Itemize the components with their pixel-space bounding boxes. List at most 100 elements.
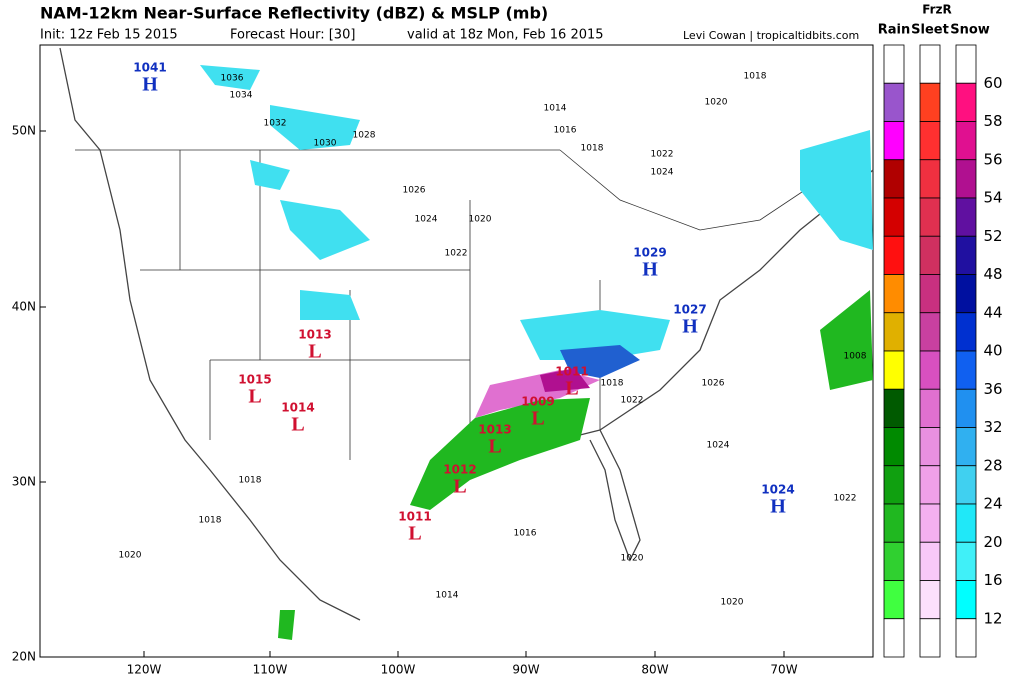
legend-swatch [883, 312, 905, 352]
legend-swatch [955, 274, 977, 314]
legend-level: 20 [983, 533, 1002, 551]
isobar-label: 1024 [651, 168, 674, 178]
legend-level: 48 [983, 265, 1002, 283]
legend-swatch [955, 350, 977, 390]
legend-swatch [883, 159, 905, 199]
pressure-value: 1015 [238, 373, 271, 387]
lon-label: 70W [770, 663, 797, 677]
legend-swatch [883, 44, 905, 84]
lon-label: 100W [381, 663, 416, 677]
legend-swatch [919, 44, 941, 84]
pressure-symbol: L [308, 341, 321, 363]
isobar-label: 1018 [239, 476, 262, 486]
isobar-label: 1024 [415, 215, 438, 225]
isobar-label: 1018 [744, 72, 767, 82]
isobar-label: 1024 [707, 441, 730, 451]
legend-swatch [919, 503, 941, 543]
pressure-symbol: L [453, 476, 466, 498]
isobar-label: 1022 [445, 249, 468, 259]
legend-swatch [955, 427, 977, 467]
legend-level: 52 [983, 227, 1002, 245]
isobar-label: 1018 [199, 516, 222, 526]
legend-swatch [919, 618, 941, 658]
legend-swatch [955, 82, 977, 122]
pressure-value: 1027 [673, 303, 706, 317]
map-frame [39, 44, 874, 658]
legend-swatch [919, 159, 941, 199]
isobar-label: 1020 [621, 554, 644, 564]
isobar-label: 1032 [264, 119, 287, 129]
lat-label: 40N [12, 300, 36, 314]
pressure-symbol: H [682, 316, 698, 338]
pressure-value: 1012 [443, 463, 476, 477]
legend-swatch [919, 121, 941, 161]
pressure-symbol: L [488, 436, 501, 458]
pressure-symbol: H [642, 259, 658, 281]
pressure-value: 1011 [555, 365, 588, 379]
legend-swatch [955, 541, 977, 581]
pressure-symbol: H [142, 74, 158, 96]
lat-label: 20N [12, 650, 36, 664]
lon-label: 110W [253, 663, 288, 677]
init: Init: 12z Feb 15 2015 [40, 28, 178, 43]
legend-swatch [955, 503, 977, 543]
legend-swatch [883, 541, 905, 581]
isobar-label: 1014 [436, 591, 459, 601]
isobar-label: 1016 [514, 529, 537, 539]
pressure-value: 1013 [298, 328, 331, 342]
pressure-value: 1029 [633, 246, 666, 260]
legend-swatch [955, 618, 977, 658]
legend-level: 56 [983, 150, 1002, 168]
pressure-value: 1041 [133, 61, 166, 75]
isobar-label: 1022 [834, 494, 857, 504]
legend-level: 28 [983, 456, 1002, 474]
legend-level: 24 [983, 495, 1002, 513]
isobar-label: 1014 [544, 104, 567, 114]
legend-swatch [955, 44, 977, 84]
isobar-label: 1026 [403, 186, 426, 196]
pressure-symbol: L [565, 378, 578, 400]
legend-swatch [883, 465, 905, 505]
lat-label: 50N [12, 124, 36, 138]
isobar-label: 1020 [469, 215, 492, 225]
title: NAM-12km Near-Surface Reflectivity (dBZ)… [40, 4, 548, 23]
legend-column: Snow [950, 23, 990, 38]
legend-swatch [883, 274, 905, 314]
legend-level: 54 [983, 189, 1002, 207]
legend-swatch [919, 465, 941, 505]
legend-swatch [955, 235, 977, 275]
isobar-label: 1018 [581, 144, 604, 154]
pressure-symbol: L [408, 523, 421, 545]
isobar-label: 1034 [230, 91, 253, 101]
legend-swatch [883, 580, 905, 620]
valid-time: valid at 18z Mon, Feb 16 2015 [407, 28, 604, 43]
legend-swatch [883, 350, 905, 390]
legend-swatch [919, 388, 941, 428]
legend-swatch [919, 197, 941, 237]
credit: Levi Cowan | tropicaltidbits.com [683, 29, 859, 42]
legend-swatch [955, 388, 977, 428]
lon-label: 90W [512, 663, 539, 677]
legend-level: 40 [983, 342, 1002, 360]
legend-level: 36 [983, 380, 1002, 398]
isobar-label: 1022 [651, 150, 674, 160]
legend-swatch [883, 503, 905, 543]
legend-swatch [883, 388, 905, 428]
pressure-symbol: L [531, 408, 544, 430]
isobar-label: 1036 [221, 74, 244, 84]
legend-swatch [955, 312, 977, 352]
lon-label: 120W [127, 663, 162, 677]
legend-swatch [919, 580, 941, 620]
legend-level: 16 [983, 571, 1002, 589]
heavy-sleet [540, 368, 590, 392]
snow-area [200, 65, 873, 360]
isobar-label: 1016 [554, 126, 577, 136]
legend-swatch [919, 274, 941, 314]
forecast-hour: Forecast Hour: [30] [230, 28, 355, 43]
legend-swatch [955, 465, 977, 505]
legend-swatch [883, 235, 905, 275]
legend-swatch [883, 82, 905, 122]
legend-level: 12 [983, 609, 1002, 627]
pressure-value: 1013 [478, 423, 511, 437]
